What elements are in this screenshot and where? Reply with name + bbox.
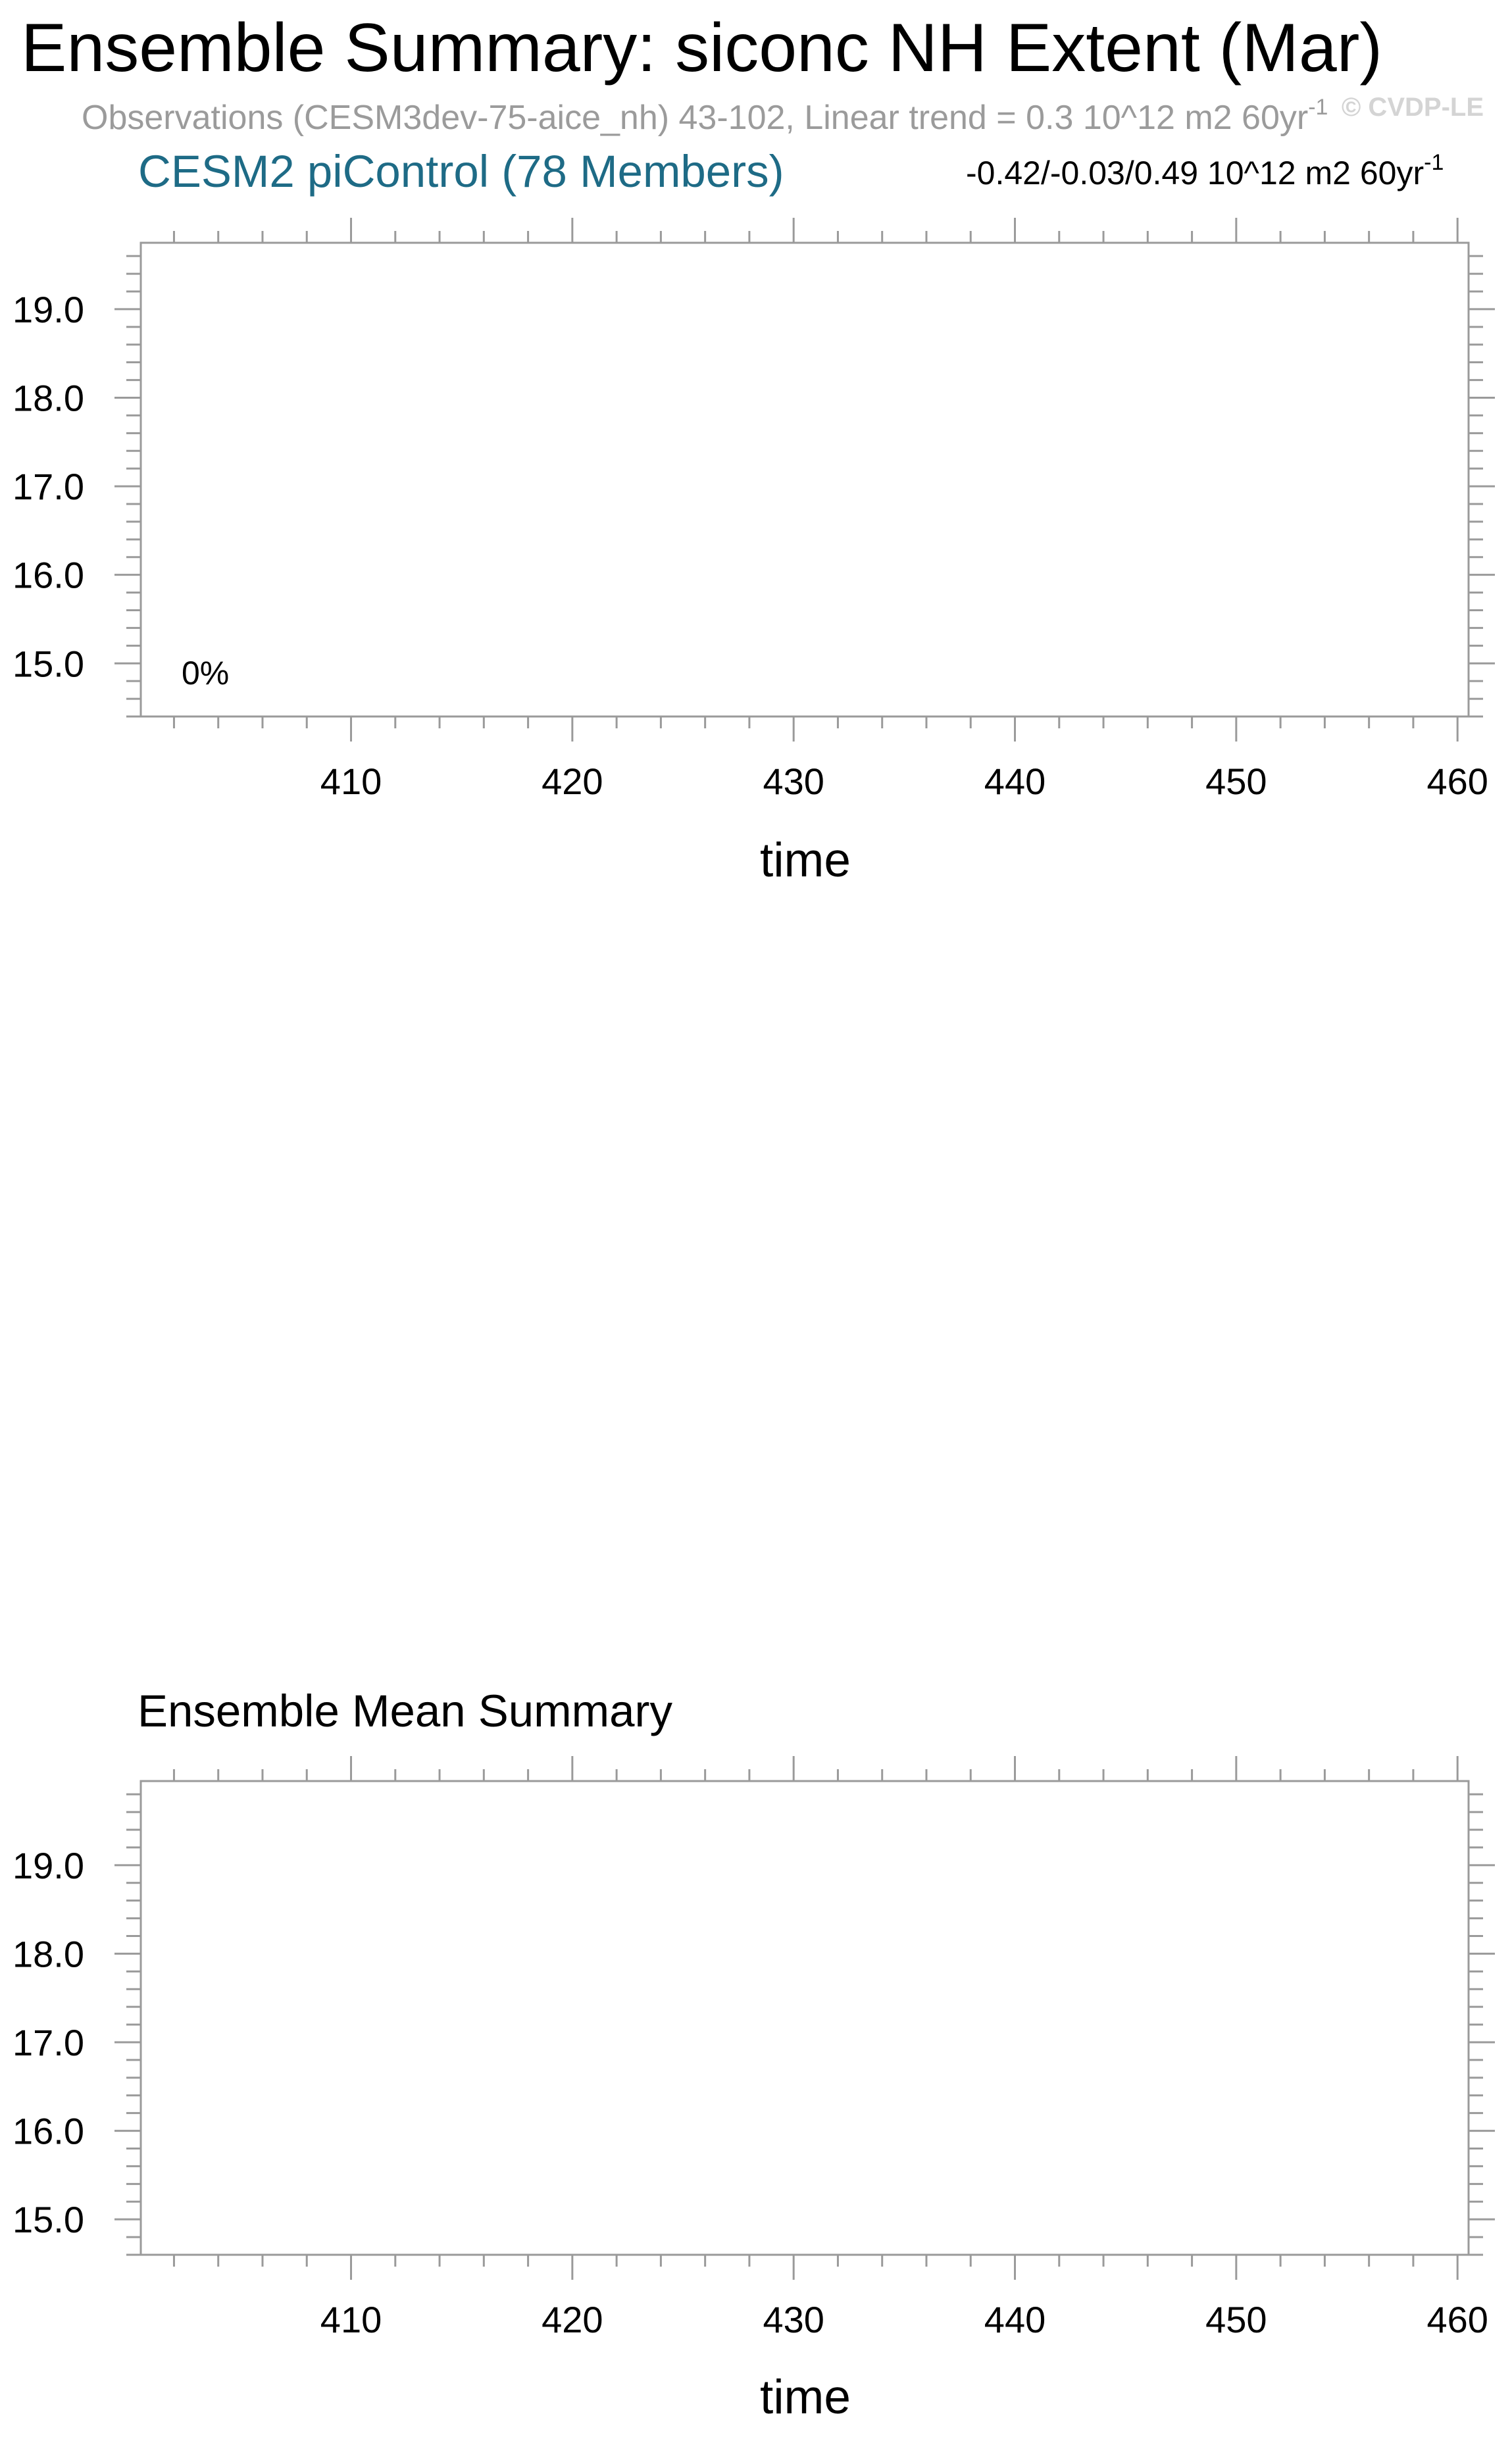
panel1-x-ticks: 410 420 430 440 450 460 — [172, 218, 1488, 802]
panel1-x-tick-label: 410 — [320, 761, 382, 802]
panel1-x-tick-label: 430 — [763, 761, 824, 802]
observations-text: Observations (CESM3dev-75-aice_nh) 43-10… — [82, 99, 1308, 137]
panel1-y-ticks: 15.0 16.0 17.0 18.0 19.0 — [13, 255, 1495, 718]
panel1-stat-text: -0.42/-0.03/0.49 10^12 m2 60yr — [966, 155, 1424, 191]
observations-superscript: -1 — [1308, 95, 1328, 120]
panel2-y-tick-label: 19.0 — [13, 1845, 84, 1886]
panel1-x-tick-label: 450 — [1205, 761, 1267, 802]
panel1-y-tick-label: 19.0 — [13, 289, 84, 330]
panel2-x-tick-label: 410 — [320, 2299, 382, 2340]
panel2-y-tick-label: 17.0 — [13, 2022, 84, 2063]
observations-line: Observations (CESM3dev-75-aice_nh) 43-10… — [82, 95, 1328, 137]
panel2-x-tick-label: 440 — [984, 2299, 1046, 2340]
panel1-percent-annotation: 0% — [182, 655, 229, 691]
panel1-frame — [139, 241, 1470, 718]
panel1-stat-line: -0.42/-0.03/0.49 10^12 m2 60yr-1 — [966, 150, 1444, 191]
panel1-y-tick-label: 18.0 — [13, 378, 84, 419]
panel2-plot: 410 420 430 440 450 460 15.0 16.0 17.0 18.0 19.0 — [13, 1756, 1495, 2340]
panel1-plot: 410 420 430 440 450 460 15.0 16.0 17.0 18.0 19.0 — [13, 218, 1495, 802]
panel1-x-tick-label: 460 — [1426, 761, 1488, 802]
panel1-x-tick-label: 440 — [984, 761, 1046, 802]
panel1-y-tick-label: 17.0 — [13, 466, 84, 507]
panel1-stat-superscript: -1 — [1424, 150, 1444, 175]
panel1-y-tick-label: 16.0 — [13, 555, 84, 596]
panel1-y-tick-label: 15.0 — [13, 643, 84, 684]
panel2-x-tick-label: 430 — [763, 2299, 824, 2340]
panel2-y-tick-label: 18.0 — [13, 1933, 84, 1974]
panel1-x-tick-label: 420 — [542, 761, 603, 802]
panel2-x-ticks: 410 420 430 440 450 460 — [172, 1756, 1488, 2340]
panel2-y-ticks: 15.0 16.0 17.0 18.0 19.0 — [13, 1793, 1495, 2256]
cvdp-watermark: © CVDP-LE — [1342, 93, 1484, 122]
panel2-title: Ensemble Mean Summary — [138, 1686, 672, 1736]
panel2-x-tick-label: 420 — [542, 2299, 603, 2340]
panel2-y-tick-label: 16.0 — [13, 2111, 84, 2152]
panel2-x-axis-label: time — [760, 2371, 851, 2424]
panel2-frame — [139, 1780, 1470, 2256]
panel2-y-tick-label: 15.0 — [13, 2199, 84, 2240]
panel1-title: CESM2 piControl (78 Members) — [138, 146, 784, 197]
panel2-x-tick-label: 450 — [1205, 2299, 1267, 2340]
panel1-x-axis-label: time — [760, 834, 851, 887]
panel2-x-tick-label: 460 — [1426, 2299, 1488, 2340]
figure-title: Ensemble Summary: siconc NH Extent (Mar) — [21, 10, 1382, 86]
